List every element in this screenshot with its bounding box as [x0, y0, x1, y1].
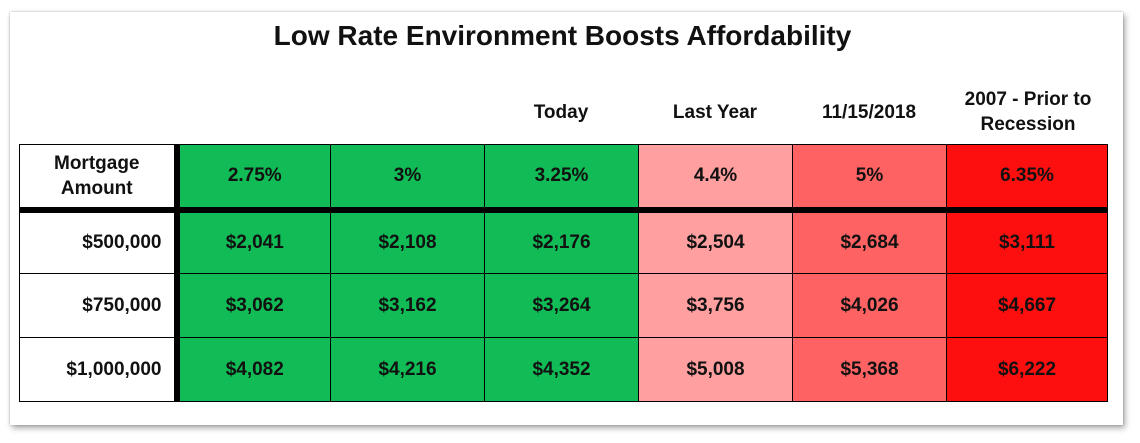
payment-cell: $2,684	[792, 209, 947, 274]
payment-cell: $4,026	[792, 273, 947, 338]
rate-cell: 3.25%	[484, 144, 639, 213]
chart-title: Low Rate Environment Boosts Affordabilit…	[273, 20, 852, 51]
column-header-2007: 2007 - Prior to Recession	[964, 89, 1092, 135]
rate-cell: 2.75%	[176, 144, 331, 213]
corner-label: Mortgage Amount	[19, 144, 180, 213]
payment-cell: $5,008	[638, 337, 793, 402]
payment-cell: $3,264	[484, 273, 639, 338]
payment-cell: $3,756	[638, 273, 793, 338]
payment-cell: $2,176	[484, 209, 639, 274]
rate-cell: 5%	[792, 144, 947, 213]
mortgage-amount-cell: $750,000	[19, 273, 180, 338]
rate-row: Mortgage Amount 2.75% 3% 3.25% 4.4% 5% 6…	[19, 144, 1108, 213]
rate-cell: 3%	[330, 144, 485, 213]
payment-cell: $2,108	[330, 209, 485, 274]
table-row: $750,000 $3,062 $3,162 $3,264 $3,756 $4,…	[19, 273, 1108, 338]
payment-cell: $3,111	[946, 209, 1108, 274]
column-header-1	[176, 84, 330, 140]
table-row: $500,000 $2,041 $2,108 $2,176 $2,504 $2,…	[19, 209, 1108, 274]
payment-cell: $4,082	[176, 337, 331, 402]
payment-cell: $4,216	[330, 337, 485, 402]
payment-cell: $5,368	[792, 337, 947, 402]
payment-cell: $3,162	[330, 273, 485, 338]
payment-cell: $4,667	[946, 273, 1108, 338]
table-row: $1,000,000 $4,082 $4,216 $4,352 $5,008 $…	[19, 337, 1108, 402]
mortgage-amount-cell: $1,000,000	[19, 337, 180, 402]
payment-cell: $2,041	[176, 209, 331, 274]
payment-cell: $3,062	[176, 273, 331, 338]
column-header-2018: 11/15/2018	[821, 101, 917, 123]
payment-cell: $6,222	[946, 337, 1108, 402]
mortgage-amount-cell: $500,000	[19, 209, 180, 274]
rate-cell: 6.35%	[946, 144, 1108, 213]
payment-cell: $4,352	[484, 337, 639, 402]
payment-cell: $2,504	[638, 209, 793, 274]
column-header-last-year: Last Year	[672, 101, 758, 123]
rate-cell: 4.4%	[638, 144, 793, 213]
mortgage-payment-table: Mortgage Amount 2.75% 3% 3.25% 4.4% 5% 6…	[19, 144, 1108, 402]
column-header-2	[330, 84, 484, 140]
column-header-today: Today	[533, 101, 589, 123]
